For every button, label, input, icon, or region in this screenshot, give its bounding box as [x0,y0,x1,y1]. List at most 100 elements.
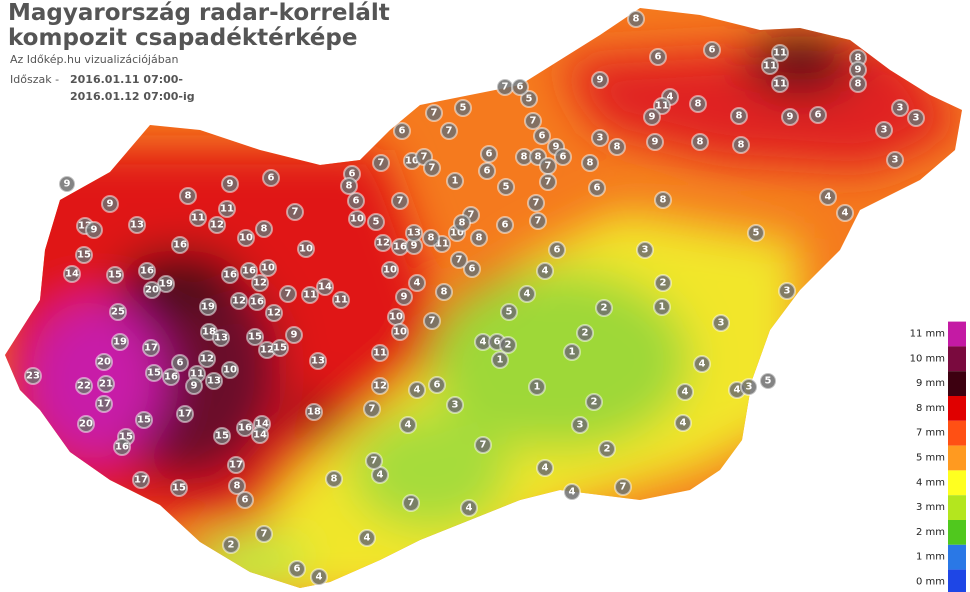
station-marker [301,286,319,304]
station-value: 12 [376,238,390,249]
station-value: 1 [569,347,576,358]
station-marker [162,368,180,386]
station-value: 7 [285,289,292,300]
station-marker [491,351,509,369]
station-value: 7 [533,198,540,209]
station-marker [143,281,161,299]
station-marker [142,339,160,357]
station-value: 8 [736,111,743,122]
station-value: 7 [421,152,428,163]
station-marker [676,383,694,401]
station-marker [286,203,304,221]
station-marker [111,333,129,351]
station-value: 1 [659,302,666,313]
station-marker [75,246,93,264]
station-marker [363,400,381,418]
station-marker [595,299,613,317]
station-value: 7 [502,82,509,93]
station-value: 8 [441,287,448,298]
station-value: 12 [78,221,92,232]
station-value: 4 [316,572,323,583]
station-marker [95,353,113,371]
station-value: 15 [108,270,122,281]
period-start: 2016.01.11 07:00- [70,73,183,86]
station-value: 17 [144,343,158,354]
subtitle: Az Időkép.hu vizualizációjában [10,53,178,66]
station-value: 9 [291,330,298,341]
station-marker [128,216,146,234]
station-value: 10 [389,312,403,323]
station-marker [520,90,538,108]
station-marker [408,274,426,292]
station-value: 7 [456,255,463,266]
station-value: 15 [137,415,151,426]
station-marker [228,477,246,495]
station-marker [402,494,420,512]
station-value: 15 [119,432,133,443]
station-marker [450,251,468,269]
station-marker [588,179,606,197]
station-marker [213,427,231,445]
station-value: 16 [238,423,252,434]
station-marker [653,298,671,316]
station-marker [907,109,925,127]
station-marker [548,241,566,259]
station-value: 3 [892,155,899,166]
legend-swatch [948,371,966,396]
station-marker [627,10,645,28]
station-value: 3 [597,133,604,144]
station-value: 4 [569,487,576,498]
station-value: 3 [452,400,459,411]
station-marker [236,419,254,437]
station-marker [581,154,599,172]
station-value: 6 [242,495,249,506]
station-value: 3 [642,245,649,256]
station-marker [654,191,672,209]
station-value: 8 [738,140,745,151]
period-end: 2016.01.12 07:00-ig [70,90,195,103]
station-marker [367,213,385,231]
station-marker [423,159,441,177]
station-marker [246,328,264,346]
station-value: 7 [468,210,475,221]
station-marker [653,97,671,115]
station-value: 13 [207,376,221,387]
station-marker [771,75,789,93]
station-marker [524,112,542,130]
station-value: 4 [842,208,849,219]
station-value: 20 [79,419,93,430]
station-value: 11 [303,290,317,301]
legend-label: 3 mm [916,502,945,513]
legend-label: 5 mm [916,453,945,464]
station-value: 14 [255,419,269,430]
station-value: 9 [411,241,418,252]
station-value: 11 [773,79,787,90]
station-value: 12 [267,308,281,319]
station-value: 16 [173,240,187,251]
station-marker [340,177,358,195]
station-marker [435,283,453,301]
station-value: 7 [378,158,385,169]
station-marker [358,529,376,547]
station-value: 7 [292,207,299,218]
station-marker [539,173,557,191]
station-marker [518,285,536,303]
station-marker [691,133,709,151]
station-value: 4 [377,470,384,481]
station-value: 23 [26,371,40,382]
station-marker [265,304,283,322]
station-marker [221,175,239,193]
station-marker [240,262,258,280]
station-value: 4 [682,387,689,398]
station-value: 6 [494,337,501,348]
station-value: 13 [130,220,144,231]
legend-swatch [948,495,966,520]
station-value: 7 [408,498,415,509]
station-value: 8 [521,152,528,163]
station-value: 15 [172,483,186,494]
station-value: 8 [614,142,621,153]
station-value: 3 [897,103,904,114]
station-value: 2 [601,303,608,314]
station-marker [255,525,273,543]
